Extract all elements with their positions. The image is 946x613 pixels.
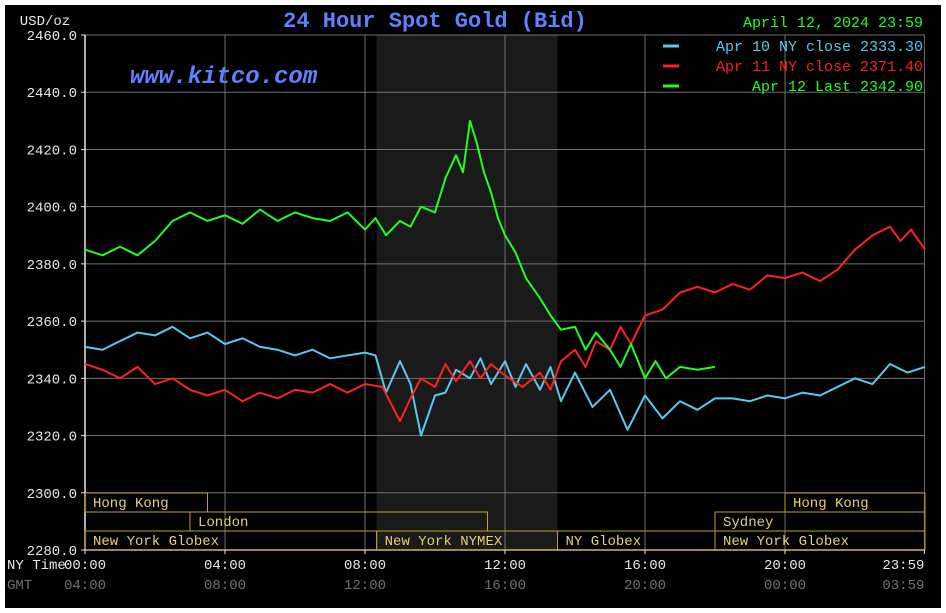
legend-label: Apr 12 Last 2342.90	[752, 79, 923, 96]
y-tick-label: 2340.0	[27, 372, 77, 388]
y-tick-label: 2440.0	[27, 86, 77, 102]
market-session-label: Sydney	[723, 515, 773, 531]
x-tick-ny: 23:59	[882, 558, 924, 574]
x-tick-ny: 12:00	[484, 558, 526, 574]
x-tick-gmt: 03:59	[882, 578, 924, 594]
market-session-label: NY Globex	[566, 534, 642, 550]
y-tick-label: 2460.0	[27, 29, 77, 45]
market-session-label: Hong Kong	[93, 496, 169, 512]
x-tick-ny: 16:00	[624, 558, 666, 574]
chart-title: 24 Hour Spot Gold (Bid)	[283, 9, 587, 34]
y-axis-label: USD/oz	[20, 14, 70, 30]
x-tick-ny: 00:00	[64, 558, 106, 574]
y-tick-label: 2420.0	[27, 143, 77, 159]
chart-container: Hong Kong London Hong Kong Sydney New York G…	[0, 0, 946, 613]
x-tick-ny: 04:00	[204, 558, 246, 574]
gmt-row-label: GMT	[7, 578, 32, 594]
x-tick-gmt: 16:00	[484, 578, 526, 594]
timestamp: April 12, 2024 23:59	[743, 15, 923, 32]
x-tick-gmt: 04:00	[64, 578, 106, 594]
y-tick-label: 2300.0	[27, 487, 77, 503]
trading-session-band	[377, 35, 558, 550]
chart-svg: Hong Kong London Hong Kong Sydney New York G…	[5, 5, 941, 608]
chart-canvas: Hong Kong London Hong Kong Sydney New York G…	[5, 5, 941, 608]
legend-label: Apr 11 NY close 2371.40	[716, 59, 923, 76]
ny-time-row-label: NY Time	[7, 558, 66, 574]
x-tick-ny: 20:00	[764, 558, 806, 574]
y-tick-label: 2320.0	[27, 430, 77, 446]
y-tick-label: 2360.0	[27, 315, 77, 331]
x-tick-gmt: 08:00	[204, 578, 246, 594]
market-session-label: London	[198, 515, 248, 531]
y-tick-label: 2380.0	[27, 258, 77, 274]
x-tick-gmt: 20:00	[624, 578, 666, 594]
watermark: www.kitco.com	[130, 64, 318, 91]
market-session-label: Hong Kong	[793, 496, 869, 512]
x-tick-gmt: 00:00	[764, 578, 806, 594]
x-tick-gmt: 12:00	[344, 578, 386, 594]
y-tick-label: 2400.0	[27, 201, 77, 217]
market-session-label: New York NYMEX	[385, 534, 503, 550]
market-session-label: New York Globex	[723, 534, 849, 550]
x-tick-ny: 08:00	[344, 558, 386, 574]
legend-label: Apr 10 NY close 2333.30	[716, 39, 923, 56]
market-session-label: New York Globex	[93, 534, 219, 550]
